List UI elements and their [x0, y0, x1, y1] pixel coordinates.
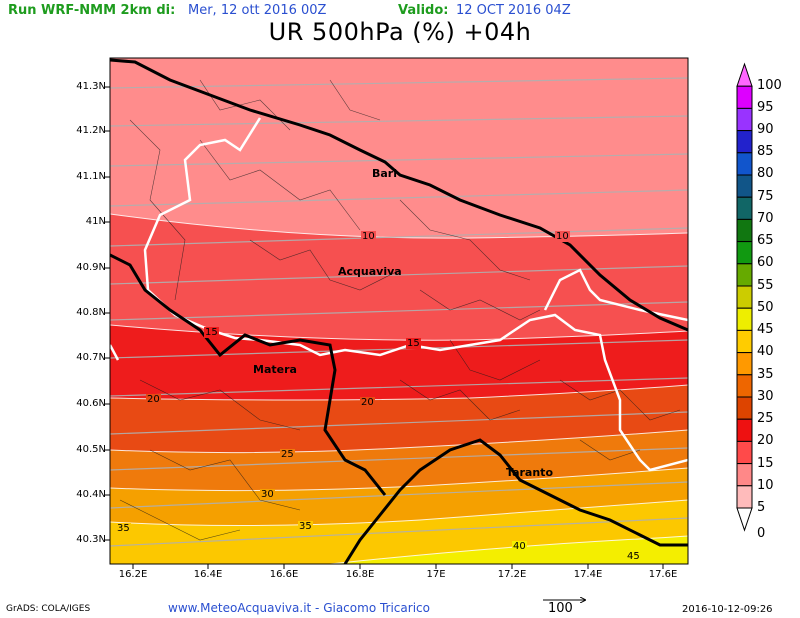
colorbar-swatch	[736, 241, 753, 265]
colorbar-label: 65	[757, 233, 774, 248]
city-label-acquaviva: Acquaviva	[338, 265, 402, 278]
colorbar-label: 100	[757, 78, 782, 93]
contour-label: 45	[626, 551, 641, 562]
lon-label: 17.4E	[573, 569, 603, 580]
lat-label: 40.5N	[76, 444, 106, 455]
lat-label: 41N	[85, 216, 106, 227]
colorbar-label: 40	[757, 344, 774, 359]
colorbar-label: 70	[757, 211, 774, 226]
colorbar-label: 80	[757, 166, 774, 181]
header-valid-date: 12 OCT 2016 04Z	[456, 3, 571, 18]
colorbar-label: 30	[757, 389, 774, 404]
contour-label: 30	[260, 489, 275, 500]
lon-label: 16.8E	[345, 569, 375, 580]
colorbar-swatch	[736, 174, 753, 198]
lon-label: 17.2E	[497, 569, 527, 580]
colorbar-label: 25	[757, 411, 774, 426]
colorbar-swatch	[736, 507, 753, 532]
contour-label: 10	[555, 231, 570, 242]
lat-label: 40.8N	[76, 307, 106, 318]
lat-label: 40.3N	[76, 534, 106, 545]
header-run-label: Run WRF-NMM 2km di:	[8, 3, 176, 18]
colorbar-label: 10	[757, 478, 774, 493]
admin-borders	[119, 79, 681, 541]
lon-label: 16.2E	[118, 569, 148, 580]
colorbar-swatch	[736, 307, 753, 331]
colorbar-swatch	[736, 374, 753, 398]
colorbar	[736, 62, 753, 532]
contour-label: 10	[361, 231, 376, 242]
colorbar-label: 0	[757, 526, 766, 541]
contour-label: 20	[360, 397, 375, 408]
colorbar-swatch	[736, 352, 753, 376]
lat-label: 40.6N	[76, 398, 106, 409]
colorbar-label: 90	[757, 122, 774, 137]
colorbar-label: 95	[757, 100, 774, 115]
contour-label: 20	[146, 394, 161, 405]
map-title: UR 500hPa (%) +04h	[268, 18, 532, 46]
colorbar-swatch	[736, 263, 753, 287]
lon-label: 16.4E	[193, 569, 223, 580]
lat-ticks	[105, 86, 110, 541]
lat-label: 41.3N	[76, 81, 106, 92]
city-label-bari: Bari	[372, 167, 398, 180]
colorbar-swatch	[736, 107, 753, 132]
band-40-45	[330, 536, 688, 564]
lat-label: 40.7N	[76, 352, 106, 363]
header-run-date: Mer, 12 ott 2016 00Z	[188, 3, 327, 18]
lon-ticks	[132, 564, 664, 569]
footer-timestamp: 2016-10-12-09:26	[682, 604, 773, 615]
header-valid-label: Valido:	[398, 3, 449, 18]
colorbar-swatch	[736, 485, 753, 509]
colorbar-swatch	[736, 218, 753, 243]
contour-label: 40	[512, 541, 527, 552]
map-frame	[109, 57, 689, 565]
wind-streamlines	[110, 77, 688, 547]
colorbar-label: 50	[757, 300, 774, 315]
city-label-matera: Matera	[253, 363, 297, 376]
lon-label: 17E	[426, 569, 446, 580]
colorbar-label: 85	[757, 144, 774, 159]
contour-label: 25	[280, 449, 295, 460]
contour-label: 35	[116, 523, 131, 534]
coastline-national	[110, 58, 688, 564]
lon-label: 17.6E	[648, 569, 678, 580]
colorbar-swatch	[736, 285, 753, 309]
lon-label: 16.6E	[269, 569, 299, 580]
colorbar-label: 15	[757, 456, 774, 471]
wind-reference-label: 100	[548, 601, 573, 616]
colorbar-swatch	[736, 196, 753, 220]
footer-url: www.MeteoAcquaviva.it - Giacomo Tricaric…	[168, 601, 430, 615]
colorbar-label: 35	[757, 367, 774, 382]
colorbar-swatch	[736, 329, 753, 354]
city-label-taranto: Taranto	[506, 466, 554, 479]
contour-label: 15	[204, 327, 219, 338]
lat-label: 40.4N	[76, 489, 106, 500]
contour-label: 15	[406, 338, 421, 349]
colorbar-label: 45	[757, 322, 774, 337]
colorbar-swatch	[736, 463, 753, 487]
colorbar-swatch	[736, 152, 753, 176]
regional-borders	[110, 117, 688, 472]
colorbar-swatch	[736, 62, 753, 87]
lat-label: 41.2N	[76, 125, 106, 136]
contour-label: 35	[298, 521, 313, 532]
colorbar-label: 5	[757, 500, 766, 515]
colorbar-swatch	[736, 418, 753, 442]
lat-label: 40.9N	[76, 262, 106, 273]
colorbar-label: 20	[757, 433, 774, 448]
colorbar-swatch	[736, 396, 753, 420]
colorbar-label: 75	[757, 189, 774, 204]
colorbar-label: 60	[757, 255, 774, 270]
colorbar-swatch	[736, 440, 753, 465]
colorbar-swatch	[736, 85, 753, 109]
grads-credit: GrADS: COLA/IGES	[6, 604, 91, 614]
colorbar-label: 55	[757, 278, 774, 293]
lat-label: 41.1N	[76, 171, 106, 182]
colorbar-swatch	[736, 130, 753, 154]
